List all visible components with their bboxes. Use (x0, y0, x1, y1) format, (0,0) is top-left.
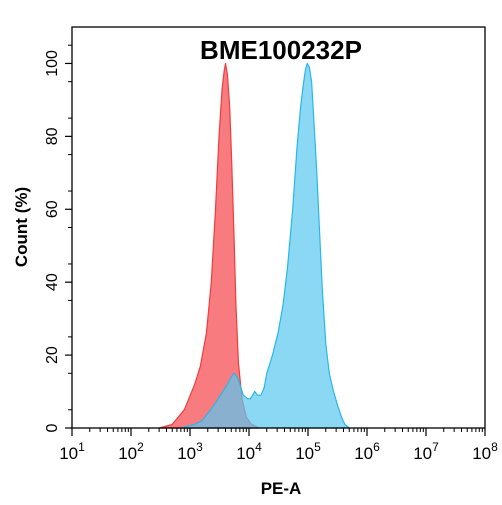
y-tick-label: 40 (44, 273, 61, 291)
x-axis: 101 102 103 104 105 106 107 108 (59, 428, 498, 463)
y-tick-label: 60 (44, 200, 61, 218)
series-1-area (158, 62, 260, 429)
x-tick-label: 102 (118, 440, 144, 463)
x-axis-label: PE-A (261, 479, 302, 498)
x-tick-label: 108 (472, 440, 498, 463)
y-tick-label: 20 (44, 346, 61, 364)
x-tick-label: 103 (177, 440, 203, 463)
series-2-area (180, 62, 350, 429)
x-tick-label: 106 (354, 440, 380, 463)
x-tick-label: 101 (59, 440, 85, 463)
y-tick-label: 80 (44, 127, 61, 145)
y-axis-label: Count (%) (12, 187, 31, 267)
series-layer (158, 62, 350, 429)
y-tick-label: 100 (44, 50, 61, 77)
chart-title: BME100232P (200, 35, 362, 65)
y-axis: 0 20 40 60 80 100 (44, 44, 72, 432)
x-tick-label: 107 (413, 440, 439, 463)
y-tick-label: 0 (44, 423, 61, 432)
x-tick-label: 104 (236, 440, 262, 463)
x-tick-label: 105 (295, 440, 321, 463)
